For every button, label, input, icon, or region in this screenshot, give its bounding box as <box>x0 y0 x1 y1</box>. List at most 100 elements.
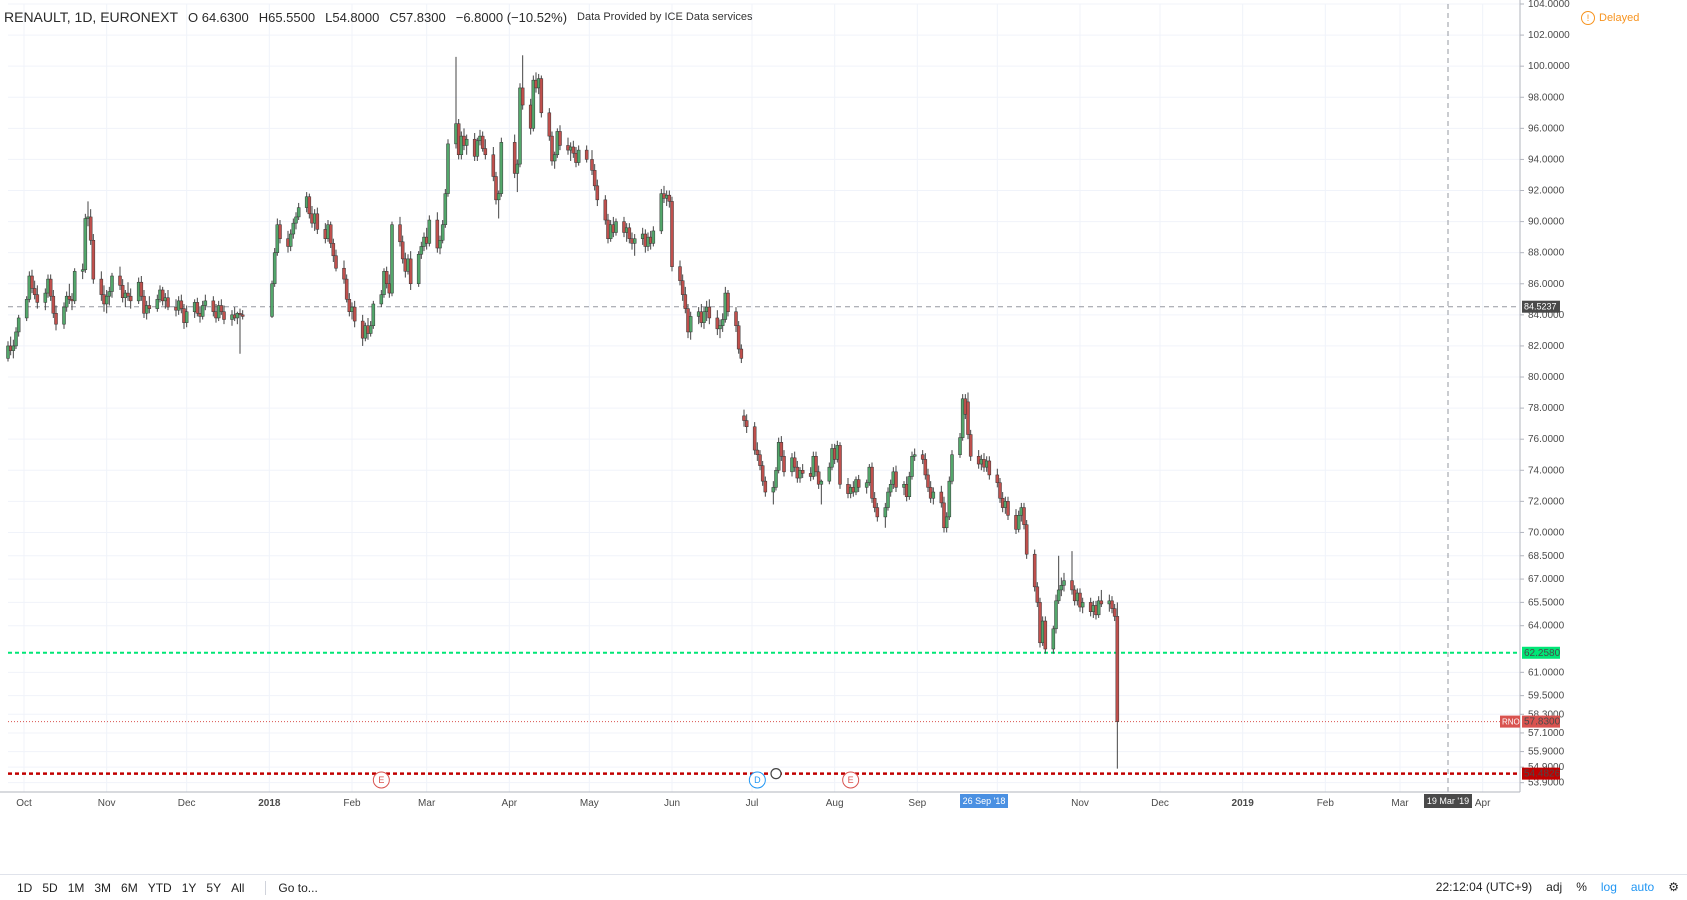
range-buttons: 1D 5D 1M 3M 6M YTD 1Y 5Y All <box>0 881 249 895</box>
candle-body <box>491 154 496 177</box>
candle-body <box>80 269 85 272</box>
candle-body <box>272 252 277 285</box>
candle-body <box>179 300 184 309</box>
range-button-6m[interactable]: 6M <box>121 880 138 895</box>
candle-body <box>920 454 925 460</box>
candle-body <box>995 474 1000 483</box>
candle-body <box>120 285 125 299</box>
candle-body <box>960 398 965 438</box>
price-tick-label: 96.0000 <box>1528 123 1565 134</box>
range-button-3m[interactable]: 3M <box>94 880 112 895</box>
candle-body <box>166 297 170 308</box>
candle-body <box>1035 586 1040 603</box>
candle-body <box>774 470 778 488</box>
candle-body <box>331 243 336 257</box>
candle-body <box>894 471 898 488</box>
candle-body <box>427 219 432 244</box>
candle-body <box>550 135 554 162</box>
range-button-5y[interactable]: 5Y <box>206 880 222 895</box>
candle-body <box>800 470 805 474</box>
candle-body <box>334 255 338 269</box>
range-button-ytd[interactable]: YTD <box>147 880 172 895</box>
price-label: 57.8300 <box>1524 717 1561 728</box>
auto-toggle[interactable]: auto <box>1630 880 1655 894</box>
range-button-all[interactable]: All <box>231 880 245 895</box>
candle-body <box>814 456 818 473</box>
candle-body <box>987 460 992 476</box>
candle-body <box>744 420 749 428</box>
candle-body <box>16 317 21 333</box>
candle-body <box>278 224 282 239</box>
time-tick-label: Dec <box>1151 798 1169 809</box>
candle-body <box>1078 592 1082 608</box>
candle-body <box>819 480 824 485</box>
clock-text[interactable]: 22:12:04 (UTC+9) <box>1435 880 1533 894</box>
candle-body <box>446 143 450 194</box>
candle-body <box>627 227 632 239</box>
ohlc-open: O 64.6300 <box>188 9 249 25</box>
candle-body <box>480 135 485 149</box>
candle-body <box>792 457 797 468</box>
range-button-1y[interactable]: 1Y <box>181 880 197 895</box>
price-tick-label: 74.0000 <box>1528 465 1565 476</box>
candle-body <box>195 302 200 314</box>
candle-body <box>595 185 600 201</box>
candle-body <box>54 313 58 325</box>
candle-body <box>344 278 349 300</box>
price-tick-label: 86.0000 <box>1528 279 1565 290</box>
candle-body <box>296 207 301 218</box>
log-toggle[interactable]: log <box>1600 880 1617 894</box>
candle-body <box>32 288 37 295</box>
candle-body <box>958 437 962 455</box>
future-date-label: 19 Mar '19 <box>1427 796 1469 806</box>
candle-body <box>632 238 637 244</box>
candle-body <box>552 154 557 162</box>
time-tick-label: Feb <box>1317 798 1335 809</box>
range-button-1m[interactable]: 1M <box>67 880 85 895</box>
goto-button[interactable]: Go to... <box>265 880 318 895</box>
candle-body <box>91 239 96 280</box>
candle-body <box>203 300 208 306</box>
candle-body <box>43 292 48 303</box>
candle-body <box>659 193 664 232</box>
candle-body <box>72 271 77 302</box>
percent-toggle[interactable]: % <box>1576 880 1587 894</box>
adj-toggle[interactable]: adj <box>1546 880 1563 894</box>
candle-body <box>651 230 656 244</box>
candle-body <box>126 292 130 297</box>
price-label: 54.4826 <box>1524 769 1561 780</box>
candle-body <box>142 295 146 314</box>
gear-icon[interactable]: ⚙ <box>1668 880 1679 894</box>
candle-body <box>62 306 66 325</box>
time-tick-label: Apr <box>502 798 518 809</box>
candle-body <box>315 213 320 230</box>
price-lines <box>8 4 1520 792</box>
candle-body <box>118 275 122 286</box>
price-tick-label: 104.0000 <box>1528 0 1570 10</box>
range-button-1d[interactable]: 1D <box>17 880 33 895</box>
candle-body <box>702 311 706 323</box>
symbol-title[interactable]: RENAULT, 1D, EURONEXT <box>4 9 178 25</box>
candle-body <box>926 474 930 488</box>
candle-body <box>856 479 861 488</box>
candle-body <box>67 295 72 300</box>
candle-body <box>435 219 440 249</box>
time-axis: OctNovDec2018FebMarAprMayJunJulAugSepOct… <box>0 791 1520 809</box>
candle-body <box>678 266 682 281</box>
price-label-bg <box>1522 646 1560 659</box>
candle-body <box>912 454 917 457</box>
time-tick-label: 2019 <box>1232 798 1255 809</box>
candle-body <box>779 442 784 457</box>
delayed-badge[interactable]: ! Delayed <box>1581 11 1639 25</box>
candle-body <box>864 482 869 488</box>
candle-body <box>590 159 594 171</box>
candle-body <box>400 241 405 260</box>
candle-body <box>464 138 469 146</box>
candle-body <box>782 456 786 473</box>
range-button-5d[interactable]: 5D <box>42 880 58 895</box>
crosshair-date-bg <box>960 794 1008 808</box>
delayed-label: Delayed <box>1599 12 1640 24</box>
candle-body <box>238 313 242 316</box>
time-tick-label: Mar <box>418 798 436 809</box>
